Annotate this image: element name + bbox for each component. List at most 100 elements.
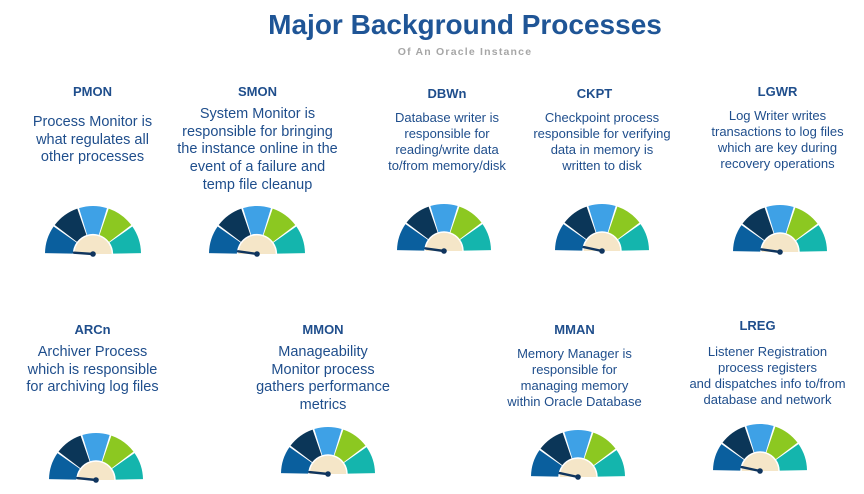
gauge-segment	[406, 206, 438, 240]
gauge-center	[559, 458, 597, 477]
gauge-segment	[594, 450, 625, 477]
gauge-icon	[555, 204, 649, 254]
gauge-needle	[72, 251, 95, 256]
gauge-segment	[82, 433, 110, 462]
gauge-segment	[290, 429, 322, 463]
process-name: SMON	[238, 84, 277, 99]
gauge-segment	[430, 204, 458, 233]
gauge-segment	[531, 450, 562, 477]
gauge-segment	[243, 206, 271, 235]
process-description: Log Writer writes transactions to log fi…	[711, 108, 844, 171]
gauge-segment	[742, 207, 774, 241]
gauge-icon	[733, 205, 827, 255]
gauge-needle	[424, 247, 446, 253]
process-description: Archiver Process which is responsible fo…	[26, 344, 159, 396]
gauge-icon	[281, 427, 375, 477]
gauge-segment	[334, 429, 366, 463]
gauge-segment	[460, 224, 491, 251]
process-name: MMAN	[554, 322, 595, 337]
gauge-segment	[281, 447, 312, 474]
gauge-segment	[58, 435, 90, 469]
process-card-arcn: ARCn Archiver Process which is responsib…	[15, 322, 170, 494]
gauge-needle	[582, 245, 604, 253]
gauge-segment	[713, 444, 744, 471]
gauge-center	[741, 452, 779, 471]
gauge-segment	[540, 432, 572, 466]
gauge-segment	[45, 226, 77, 254]
gauge-icon	[397, 204, 491, 254]
process-name: LGWR	[757, 84, 798, 99]
process-card-dbwn: DBWn Database writer is responsible for …	[372, 86, 522, 266]
gauge-segment	[218, 208, 251, 242]
process-description: Process Monitor is what regulates all ot…	[32, 114, 153, 166]
gauge-segment	[564, 430, 592, 459]
gauge-segment	[112, 453, 143, 480]
gauge-needle	[76, 476, 98, 482]
gauge-segment	[776, 444, 807, 471]
gauge-segment	[109, 226, 141, 254]
gauge-segment	[588, 204, 616, 233]
gauge-hub	[575, 474, 581, 480]
process-card-pmon: PMON Process Monitor is what regulates a…	[15, 84, 170, 264]
gauge-hub	[757, 468, 763, 474]
process-name: LREG	[739, 318, 776, 333]
process-card-mmon: MMON Manageability Monitor process gathe…	[238, 322, 408, 494]
gauge-segment	[766, 205, 794, 234]
gauge-needle	[236, 250, 259, 256]
page-subtitle: Of An Oracle Instance	[397, 46, 533, 58]
process-description: Manageability Monitor process gathers pe…	[256, 344, 390, 414]
gauge-segment	[733, 225, 764, 252]
gauge-icon	[45, 206, 141, 257]
gauge-center	[583, 232, 621, 251]
gauge-segment	[450, 206, 482, 240]
gauge-segment	[314, 427, 342, 456]
gauge-center	[74, 235, 112, 254]
gauge-segment	[263, 208, 296, 242]
gauge-segment	[344, 447, 375, 474]
process-name: ARCn	[74, 322, 111, 337]
gauge-icon	[713, 424, 807, 474]
gauge-segment	[786, 207, 818, 241]
gauge-segment	[746, 424, 774, 453]
process-description: Memory Manager is responsible for managi…	[507, 346, 642, 409]
gauge-segment	[618, 224, 649, 251]
gauge-segment	[54, 208, 87, 242]
gauge-center	[77, 461, 115, 480]
gauge-segment	[79, 206, 107, 235]
process-card-lgwr: LGWR Log Writer writes transactions to l…	[700, 84, 855, 264]
gauge-segment	[564, 206, 596, 240]
gauge-segment	[397, 224, 428, 251]
gauge-hub	[254, 251, 260, 257]
gauge-center	[425, 232, 463, 251]
process-name: DBWn	[427, 86, 467, 101]
process-description: Listener Registration process registers …	[689, 344, 846, 407]
gauge-segment	[608, 206, 640, 240]
gauge-hub	[325, 471, 331, 477]
process-card-ckpt: CKPT Checkpoint process responsible for …	[522, 86, 682, 266]
process-card-lreg: LREG Listener Registration process regis…	[680, 318, 855, 494]
process-description: Database writer is responsible for readi…	[388, 110, 506, 173]
process-name: CKPT	[576, 86, 613, 101]
gauge-segment	[49, 453, 80, 480]
process-card-smon: SMON System Monitor is responsible for b…	[170, 84, 345, 264]
gauge-segment	[99, 208, 132, 242]
process-name: PMON	[73, 84, 112, 99]
process-card-mman: MMAN Memory Manager is responsible for m…	[497, 322, 652, 494]
gauge-segment	[555, 224, 586, 251]
gauge-icon	[49, 433, 143, 483]
gauge-center	[238, 235, 276, 254]
process-name: MMON	[302, 322, 344, 337]
gauge-hub	[441, 248, 447, 254]
gauge-segment	[102, 435, 134, 469]
gauge-hub	[599, 248, 605, 254]
gauge-hub	[93, 477, 99, 483]
gauge-needle	[760, 248, 782, 254]
gauge-needle	[558, 471, 580, 479]
gauge-segment	[796, 225, 827, 252]
gauge-segment	[273, 226, 305, 254]
gauge-needle	[308, 470, 330, 476]
gauge-needle	[740, 465, 762, 473]
page-title: Major Background Processes	[268, 9, 662, 40]
gauge-icon	[531, 430, 625, 480]
gauge-segment	[584, 432, 616, 466]
